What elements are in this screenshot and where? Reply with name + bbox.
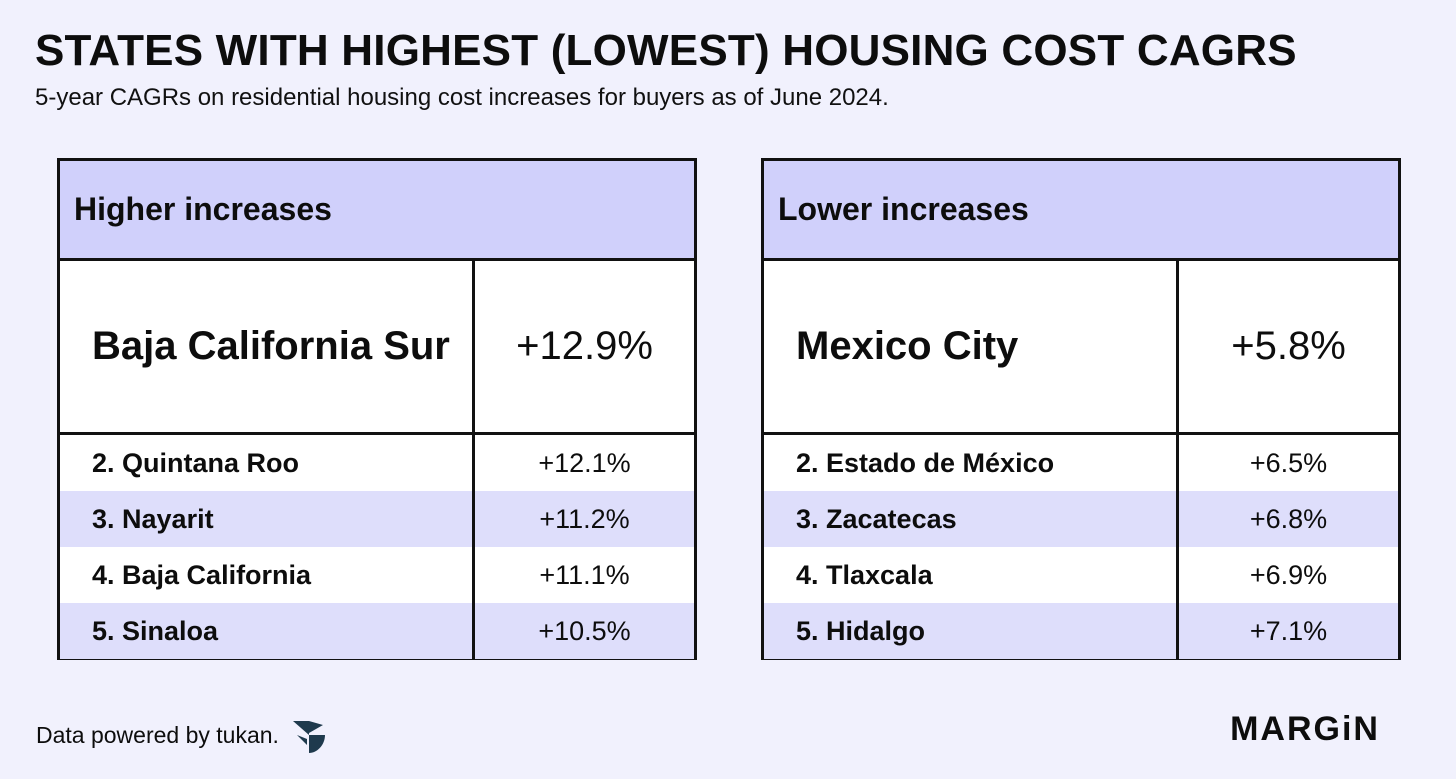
state-name: 3. Zacatecas [764, 491, 1179, 547]
top-ranked-row: Baja California Sur +12.9% [60, 261, 694, 435]
table-row: 2. Quintana Roo +12.1% [60, 435, 694, 491]
state-value: +12.1% [538, 447, 631, 478]
page-subtitle: 5-year CAGRs on residential housing cost… [35, 84, 889, 111]
higher-increases-table: Higher increases Baja California Sur +12… [57, 158, 697, 660]
top-ranked-row: Mexico City +5.8% [764, 261, 1398, 435]
top-state-name: Mexico City [764, 261, 1179, 432]
table-row: 2. Estado de México +6.5% [764, 435, 1398, 491]
table-row: 3. Nayarit +11.2% [60, 491, 694, 547]
table-row: 4. Tlaxcala +6.9% [764, 547, 1398, 603]
table-row: 3. Zacatecas +6.8% [764, 491, 1398, 547]
table-row: 4. Baja California +11.1% [60, 547, 694, 603]
tukan-logo-icon [292, 721, 325, 753]
lower-increases-table: Lower increases Mexico City +5.8% 2. Est… [761, 158, 1401, 660]
state-name: 2. Estado de México [764, 435, 1179, 491]
state-value: +7.1% [1249, 615, 1328, 646]
state-name: 5. Hidalgo [764, 603, 1179, 659]
state-value: +6.9% [1249, 559, 1328, 590]
page-title: STATES WITH HIGHEST (LOWEST) HOUSING COS… [35, 26, 1297, 75]
table-row: 5. Sinaloa +10.5% [60, 603, 694, 659]
top-state-value: +5.8% [1231, 324, 1346, 368]
state-name: 2. Quintana Roo [60, 435, 475, 491]
data-credit: Data powered by tukan. [36, 715, 329, 755]
top-state-name: Baja California Sur [60, 261, 475, 432]
state-value: +6.5% [1249, 447, 1328, 478]
state-value: +11.1% [539, 559, 630, 590]
table-header: Higher increases [60, 161, 694, 261]
table-header: Lower increases [764, 161, 1398, 261]
state-name: 4. Baja California [60, 547, 475, 603]
top-state-value: +12.9% [516, 324, 653, 368]
state-value: +6.8% [1249, 503, 1328, 534]
state-name: 5. Sinaloa [60, 603, 475, 659]
state-name: 4. Tlaxcala [764, 547, 1179, 603]
state-value: +11.2% [539, 503, 630, 534]
table-row: 5. Hidalgo +7.1% [764, 603, 1398, 659]
credit-text: Data powered by tukan. [36, 721, 279, 748]
state-name: 3. Nayarit [60, 491, 475, 547]
state-value: +10.5% [538, 615, 631, 646]
margin-logo: MARGiN [1230, 710, 1380, 748]
